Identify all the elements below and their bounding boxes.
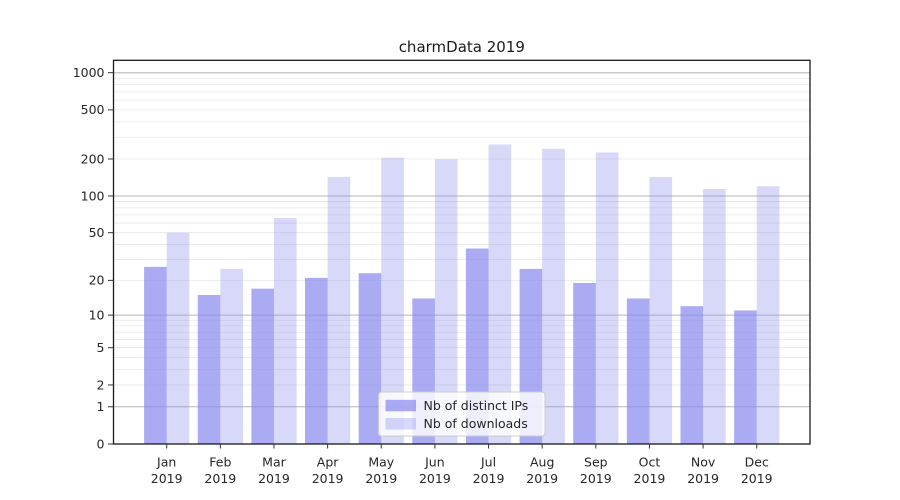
bar-feb-ips bbox=[197, 294, 221, 444]
bar-oct-downloads bbox=[649, 176, 673, 444]
x-tick-label-jun: Jun bbox=[424, 455, 445, 470]
x-tick-year-aug: 2019 bbox=[526, 471, 558, 486]
bar-may-downloads bbox=[381, 157, 404, 444]
x-tick-label-sep: Sep bbox=[584, 455, 608, 470]
minor-gridlines bbox=[113, 77, 810, 386]
bar-may-ips bbox=[358, 273, 382, 444]
x-tick-year-nov: 2019 bbox=[687, 471, 719, 486]
bar-oct-ips bbox=[626, 298, 650, 444]
y-tick-label-10: 10 bbox=[89, 307, 105, 322]
bar-nov-ips bbox=[680, 306, 704, 444]
x-tick-year-jun: 2019 bbox=[419, 471, 451, 486]
x-tick-year-apr: 2019 bbox=[312, 471, 344, 486]
y-tick-label-200: 200 bbox=[81, 151, 105, 166]
bar-apr-downloads bbox=[327, 176, 351, 444]
bar-jun-downloads bbox=[434, 159, 458, 444]
plot-border bbox=[112, 59, 811, 445]
x-tick-year-may: 2019 bbox=[365, 471, 397, 486]
x-tick-year-mar: 2019 bbox=[258, 471, 290, 486]
x-tick-label-dec: Dec bbox=[745, 455, 769, 470]
y-tick-label-0: 0 bbox=[97, 436, 105, 451]
bar-dec-ips bbox=[734, 310, 757, 444]
legend-swatch-distinct-ips bbox=[385, 399, 416, 412]
bar-sep-ips bbox=[573, 282, 596, 444]
x-tick-label-apr: Apr bbox=[317, 455, 339, 470]
x-tick-label-feb: Feb bbox=[209, 455, 231, 470]
legend-label-distinct-ips: Nb of distinct IPs bbox=[424, 398, 529, 413]
x-tick-year-jan: 2019 bbox=[151, 471, 183, 486]
x-tick-label-oct: Oct bbox=[639, 455, 661, 470]
x-tick-year-sep: 2019 bbox=[580, 471, 612, 486]
y-tick-label-2: 2 bbox=[97, 377, 105, 392]
bar-dec-downloads bbox=[756, 186, 780, 444]
legend-box bbox=[378, 391, 546, 437]
y-tick-label-100: 100 bbox=[81, 188, 105, 203]
legend-label-downloads: Nb of downloads bbox=[424, 416, 528, 431]
y-tick-label-5: 5 bbox=[97, 340, 105, 355]
x-tick-label-jan: Jan bbox=[156, 455, 176, 470]
y-tick-label-1000: 1000 bbox=[73, 65, 105, 80]
y-tick-label-20: 20 bbox=[89, 273, 105, 288]
x-tick-label-mar: Mar bbox=[262, 455, 286, 470]
y-tick-label-500: 500 bbox=[81, 102, 105, 117]
y-tick-label-1: 1 bbox=[97, 399, 105, 414]
x-tick-year-dec: 2019 bbox=[741, 471, 773, 486]
bar-mar-downloads bbox=[273, 218, 297, 444]
x-tick-year-oct: 2019 bbox=[634, 471, 666, 486]
bar-nov-downloads bbox=[703, 188, 726, 444]
y-axis: 0 1 2 5 10 20 50 100 200 500 1000 bbox=[73, 65, 114, 451]
bar-feb-downloads bbox=[220, 268, 243, 444]
bar-jan-ips bbox=[144, 266, 167, 444]
x-tick-label-may: May bbox=[368, 455, 394, 470]
bar-jan-downloads bbox=[166, 232, 190, 444]
bar-sep-downloads bbox=[595, 152, 619, 444]
x-tick-year-feb: 2019 bbox=[204, 471, 236, 486]
bar-apr-ips bbox=[305, 277, 328, 444]
chart-title: charmData 2019 bbox=[399, 38, 525, 56]
legend: Nb of distinct IPs Nb of downloads bbox=[378, 391, 546, 437]
bars-downloads bbox=[166, 144, 780, 445]
bar-mar-ips bbox=[251, 288, 274, 444]
x-tick-label-aug: Aug bbox=[530, 455, 554, 470]
x-axis: Jan2019Feb2019Mar2019Apr2019May2019Jun20… bbox=[151, 444, 773, 486]
x-tick-label-nov: Nov bbox=[691, 455, 716, 470]
y-tick-label-50: 50 bbox=[89, 225, 105, 240]
bar-aug-downloads bbox=[542, 148, 565, 444]
legend-swatch-downloads bbox=[385, 418, 416, 430]
x-tick-year-jul: 2019 bbox=[473, 471, 505, 486]
bar-jul-downloads bbox=[488, 144, 512, 445]
x-tick-label-jul: Jul bbox=[480, 455, 496, 470]
